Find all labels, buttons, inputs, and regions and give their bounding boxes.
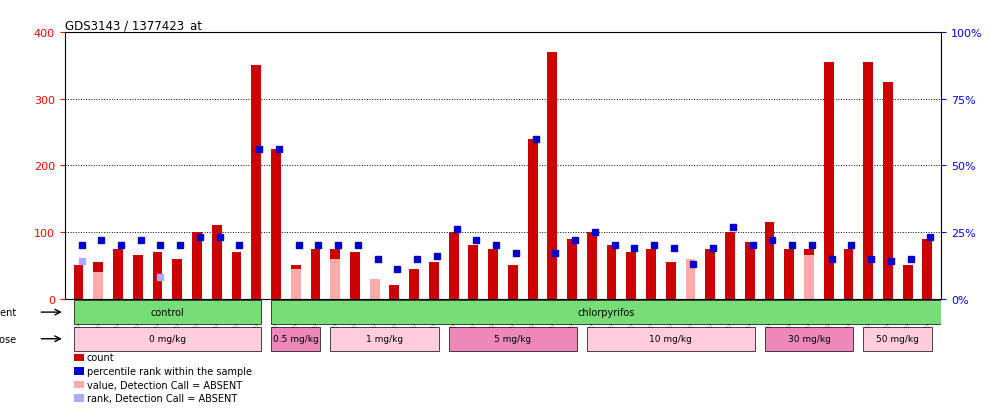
Bar bbox=[922, 239, 932, 299]
Bar bbox=[745, 242, 755, 299]
Bar bbox=[74, 266, 84, 299]
Text: 0 mg/kg: 0 mg/kg bbox=[148, 335, 186, 344]
Bar bbox=[429, 263, 439, 299]
Bar bbox=[626, 252, 636, 299]
Text: 0.5 mg/kg: 0.5 mg/kg bbox=[273, 335, 319, 344]
Bar bbox=[74, 381, 84, 389]
Bar bbox=[74, 327, 261, 351]
Bar bbox=[864, 63, 873, 299]
Bar bbox=[291, 269, 301, 299]
Text: chlorpyrifos: chlorpyrifos bbox=[578, 307, 635, 317]
Bar bbox=[271, 150, 281, 299]
Bar bbox=[74, 394, 84, 402]
Bar bbox=[804, 256, 814, 299]
Bar bbox=[331, 249, 340, 299]
Bar bbox=[607, 246, 617, 299]
Bar bbox=[587, 233, 597, 299]
Bar bbox=[74, 300, 261, 324]
Bar bbox=[685, 259, 695, 299]
Text: 1 mg/kg: 1 mg/kg bbox=[366, 335, 403, 344]
Bar bbox=[587, 327, 755, 351]
Bar bbox=[765, 327, 854, 351]
Bar bbox=[152, 252, 162, 299]
Bar bbox=[844, 249, 854, 299]
Bar bbox=[65, 299, 941, 302]
Bar bbox=[251, 66, 261, 299]
Text: control: control bbox=[150, 307, 184, 317]
Bar bbox=[94, 273, 104, 299]
Text: 30 mg/kg: 30 mg/kg bbox=[788, 335, 831, 344]
Bar bbox=[74, 354, 84, 361]
Bar bbox=[548, 53, 558, 299]
Bar bbox=[902, 266, 912, 299]
Text: percentile rank within the sample: percentile rank within the sample bbox=[87, 366, 252, 376]
Bar bbox=[350, 252, 360, 299]
Text: GDS3143 / 1377423_at: GDS3143 / 1377423_at bbox=[65, 19, 202, 32]
Bar bbox=[172, 259, 182, 299]
Bar bbox=[488, 249, 498, 299]
Text: count: count bbox=[87, 353, 115, 363]
Bar bbox=[528, 140, 538, 299]
Bar bbox=[370, 279, 379, 299]
Bar bbox=[883, 83, 892, 299]
Bar bbox=[271, 327, 321, 351]
Bar bbox=[291, 266, 301, 299]
Bar bbox=[448, 327, 577, 351]
Bar bbox=[666, 263, 675, 299]
Bar bbox=[94, 263, 104, 299]
Bar bbox=[331, 259, 340, 299]
Bar bbox=[331, 327, 439, 351]
Text: 50 mg/kg: 50 mg/kg bbox=[876, 335, 919, 344]
Bar bbox=[448, 233, 458, 299]
Bar bbox=[468, 246, 478, 299]
Bar bbox=[231, 252, 241, 299]
Bar bbox=[646, 249, 656, 299]
Text: dose: dose bbox=[0, 334, 17, 344]
Bar bbox=[409, 269, 419, 299]
Text: rank, Detection Call = ABSENT: rank, Detection Call = ABSENT bbox=[87, 393, 237, 403]
Bar bbox=[864, 327, 932, 351]
Bar bbox=[132, 256, 142, 299]
Bar bbox=[824, 63, 834, 299]
Bar bbox=[389, 286, 399, 299]
Bar bbox=[74, 367, 84, 375]
Bar bbox=[567, 239, 577, 299]
Bar bbox=[311, 249, 321, 299]
Bar bbox=[725, 233, 735, 299]
Bar bbox=[114, 249, 123, 299]
Bar bbox=[765, 223, 775, 299]
Bar bbox=[212, 226, 222, 299]
Bar bbox=[705, 249, 715, 299]
Text: 10 mg/kg: 10 mg/kg bbox=[649, 335, 692, 344]
Text: value, Detection Call = ABSENT: value, Detection Call = ABSENT bbox=[87, 380, 242, 389]
Bar bbox=[271, 300, 942, 324]
Bar bbox=[370, 282, 379, 299]
Bar bbox=[685, 263, 695, 299]
Bar bbox=[784, 249, 794, 299]
Bar bbox=[192, 233, 202, 299]
Bar bbox=[508, 266, 518, 299]
Text: 5 mg/kg: 5 mg/kg bbox=[494, 335, 532, 344]
Text: agent: agent bbox=[0, 307, 17, 317]
Bar bbox=[804, 249, 814, 299]
